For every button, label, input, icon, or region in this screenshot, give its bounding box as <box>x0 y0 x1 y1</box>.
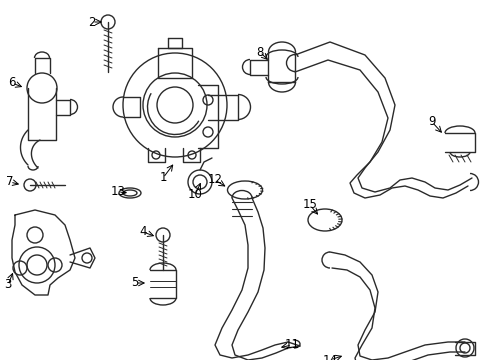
Text: 4: 4 <box>139 225 146 238</box>
Text: 1: 1 <box>159 171 166 184</box>
Text: 3: 3 <box>4 279 12 292</box>
Text: 6: 6 <box>8 77 16 90</box>
Text: 9: 9 <box>427 116 435 129</box>
Text: 13: 13 <box>110 185 125 198</box>
Text: 7: 7 <box>6 175 14 189</box>
Text: 5: 5 <box>131 276 139 289</box>
Text: 14: 14 <box>322 354 337 360</box>
Text: 2: 2 <box>88 15 96 28</box>
Text: 15: 15 <box>302 198 317 211</box>
Text: 10: 10 <box>187 189 202 202</box>
Text: 11: 11 <box>284 338 299 351</box>
Text: 8: 8 <box>256 45 263 58</box>
Text: 12: 12 <box>207 174 222 186</box>
